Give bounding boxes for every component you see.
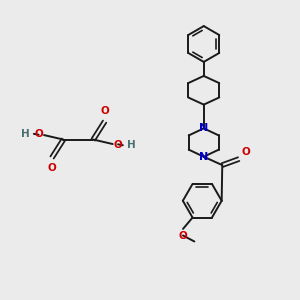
Text: O: O bbox=[47, 163, 56, 173]
Text: O: O bbox=[114, 140, 123, 150]
Text: O: O bbox=[178, 231, 188, 241]
Text: N: N bbox=[199, 123, 208, 133]
Text: O: O bbox=[34, 129, 43, 139]
Text: O: O bbox=[101, 106, 110, 116]
Text: H: H bbox=[21, 129, 30, 139]
Text: N: N bbox=[199, 152, 208, 162]
Text: O: O bbox=[241, 147, 250, 157]
Text: H: H bbox=[127, 140, 136, 150]
